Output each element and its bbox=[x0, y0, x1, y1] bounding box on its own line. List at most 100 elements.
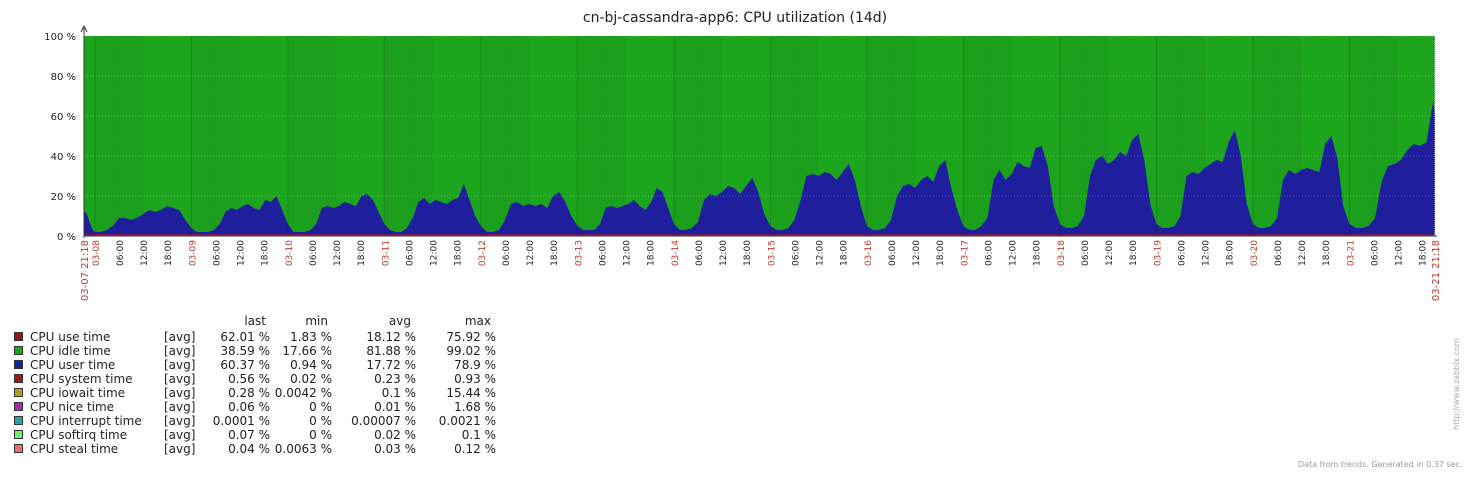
legend-row: CPU nice time [avg] 0.06 % 0 % 0.01 % 1.68 % bbox=[14, 400, 534, 414]
legend-min: 0 % bbox=[309, 428, 332, 442]
legend-header-avg: avg bbox=[388, 314, 411, 328]
x-tick-label: 03-09 bbox=[188, 240, 198, 266]
x-tick-label: 03-18 bbox=[1057, 240, 1067, 266]
x-tick-label: 12:00 bbox=[430, 240, 440, 266]
legend-avg: 0.00007 % bbox=[351, 414, 416, 428]
x-tick-label: 12:00 bbox=[1298, 240, 1308, 266]
x-tick-label: 18:00 bbox=[647, 240, 657, 266]
legend-max: 78.9 % bbox=[454, 358, 496, 372]
legend-swatch bbox=[14, 430, 23, 439]
legend-avg: 0.01 % bbox=[374, 400, 416, 414]
x-tick-label: 06:00 bbox=[116, 240, 126, 266]
x-tick-label: 18:00 bbox=[1033, 240, 1043, 266]
legend-name: CPU user time bbox=[30, 358, 116, 372]
user-time-area bbox=[84, 102, 1435, 236]
legend-min: 0 % bbox=[309, 400, 332, 414]
x-tick-label: 06:00 bbox=[695, 240, 705, 266]
x-tick-label: 18:00 bbox=[1322, 240, 1332, 266]
legend-min: 0 % bbox=[309, 414, 332, 428]
legend-max: 0.93 % bbox=[454, 372, 496, 386]
x-tick-label: 12:00 bbox=[719, 240, 729, 266]
legend-fn: [avg] bbox=[164, 386, 196, 400]
x-tick-label: 06:00 bbox=[1274, 240, 1284, 266]
legend-name: CPU use time bbox=[30, 330, 111, 344]
x-tick-label: 18:00 bbox=[550, 240, 560, 266]
x-tick-label: 12:00 bbox=[1202, 240, 1212, 266]
legend-row: CPU softirq time [avg] 0.07 % 0 % 0.02 % 0.1 … bbox=[14, 428, 534, 442]
cpu-utilization-chart: 0 % 20 % 40 % 60 % 80 % 100 % 03-08 06:00 12:00 1… bbox=[44, 24, 1442, 301]
x-tick-label: 18:00 bbox=[357, 240, 367, 266]
x-tick-label: 06:00 bbox=[1177, 240, 1187, 266]
legend-last: 62.01 % bbox=[220, 330, 270, 344]
legend-row: CPU system time [avg] 0.56 % 0.02 % 0.23 % 0.… bbox=[14, 372, 534, 386]
x-tick-label: 12:00 bbox=[333, 240, 343, 266]
legend-header-last: last bbox=[244, 314, 266, 328]
x-tick-label: 18:00 bbox=[454, 240, 464, 266]
y-tick-label: 100 % bbox=[44, 32, 76, 43]
legend-last: 60.37 % bbox=[220, 358, 270, 372]
legend-min: 1.83 % bbox=[290, 330, 332, 344]
legend-swatch bbox=[14, 346, 23, 355]
x-tick-label: 18:00 bbox=[936, 240, 946, 266]
x-tick-label: 06:00 bbox=[309, 240, 319, 266]
x-tick-label: 03-14 bbox=[671, 240, 681, 266]
legend-header-min: min bbox=[305, 314, 328, 328]
x-tick-label: 03-13 bbox=[574, 240, 584, 266]
zabbix-url: http://www.zabbix.com bbox=[1452, 338, 1461, 430]
legend-name: CPU idle time bbox=[30, 344, 111, 358]
chart-title: cn-bj-cassandra-app6: CPU utilization (1… bbox=[582, 10, 888, 26]
x-tick-label: 18:00 bbox=[261, 240, 271, 266]
legend-avg: 17.72 % bbox=[366, 358, 416, 372]
legend-fn: [avg] bbox=[164, 428, 196, 442]
legend-max: 0.0021 % bbox=[438, 414, 496, 428]
legend-min: 0.94 % bbox=[290, 358, 332, 372]
legend-swatch bbox=[14, 360, 23, 369]
legend-max: 1.68 % bbox=[454, 400, 496, 414]
x-tick-label: 06:00 bbox=[984, 240, 994, 266]
legend-row: CPU user time [avg] 60.37 % 0.94 % 17.72 % 78… bbox=[14, 358, 534, 372]
x-tick-label: 12:00 bbox=[1009, 240, 1019, 266]
x-tick-label: 12:00 bbox=[526, 240, 536, 266]
x-tick-label: 12:00 bbox=[1395, 240, 1405, 266]
legend-last: 0.0001 % bbox=[212, 414, 270, 428]
legend-min: 0.0063 % bbox=[274, 442, 332, 456]
legend-fn: [avg] bbox=[164, 344, 196, 358]
legend-fn: [avg] bbox=[164, 330, 196, 344]
legend-avg: 0.02 % bbox=[374, 428, 416, 442]
x-tick-label: 18:00 bbox=[164, 240, 174, 266]
legend-name: CPU steal time bbox=[30, 442, 119, 456]
legend-name: CPU softirq time bbox=[30, 428, 128, 442]
x-tick-label: 06:00 bbox=[791, 240, 801, 266]
x-tick-label: 12:00 bbox=[1105, 240, 1115, 266]
legend-swatch bbox=[14, 374, 23, 383]
x-tick-label: 03-10 bbox=[285, 240, 295, 266]
legend-name: CPU system time bbox=[30, 372, 133, 386]
x-tick-label: 12:00 bbox=[140, 240, 150, 266]
legend-max: 0.12 % bbox=[454, 442, 496, 456]
x-tick-label: 12:00 bbox=[237, 240, 247, 266]
x-tick-label: 06:00 bbox=[888, 240, 898, 266]
x-start-label: 03-07 21:18 bbox=[80, 240, 91, 301]
y-tick-label: 80 % bbox=[51, 72, 76, 83]
x-tick-label: 03-08 bbox=[92, 240, 102, 266]
legend-fn: [avg] bbox=[164, 442, 196, 456]
legend-row: CPU steal time [avg] 0.04 % 0.0063 % 0.03 % 0… bbox=[14, 442, 534, 456]
y-tick-label: 60 % bbox=[51, 112, 76, 123]
legend-name: CPU iowait time bbox=[30, 386, 126, 400]
x-tick-label: 18:00 bbox=[840, 240, 850, 266]
y-axis-arrow bbox=[80, 24, 88, 33]
legend-min: 17.66 % bbox=[282, 344, 332, 358]
legend-row: CPU use time [avg] 62.01 % 1.83 % 18.12 % 75.… bbox=[14, 330, 534, 344]
legend-avg: 0.03 % bbox=[374, 442, 416, 456]
x-tick-label: 03-15 bbox=[767, 240, 777, 266]
legend-avg: 18.12 % bbox=[366, 330, 416, 344]
x-tick-label: 18:00 bbox=[743, 240, 753, 266]
x-tick-label: 18:00 bbox=[1419, 240, 1429, 266]
legend-fn: [avg] bbox=[164, 400, 196, 414]
legend-swatch bbox=[14, 332, 23, 341]
legend-avg: 0.23 % bbox=[374, 372, 416, 386]
x-tick-label: 06:00 bbox=[1081, 240, 1091, 266]
x-tick-label: 06:00 bbox=[502, 240, 512, 266]
legend-fn: [avg] bbox=[164, 414, 196, 428]
legend-swatch bbox=[14, 402, 23, 411]
